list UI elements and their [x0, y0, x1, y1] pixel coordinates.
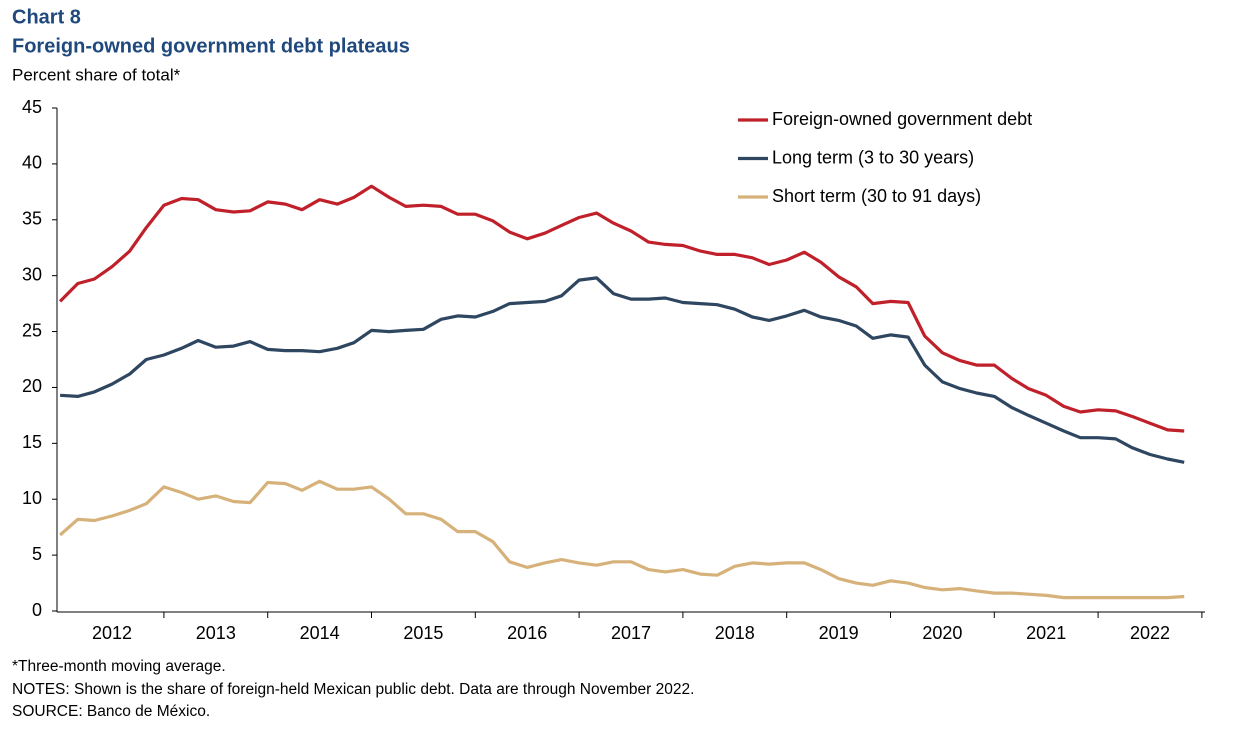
legend-label: Foreign-owned government debt — [772, 109, 1032, 129]
footnote: SOURCE: Banco de México. — [12, 703, 210, 720]
y-tick-label: 40 — [22, 153, 42, 173]
y-tick-label: 5 — [32, 544, 42, 564]
y-tick-label: 0 — [32, 600, 42, 620]
y-tick-label: 25 — [22, 320, 42, 340]
x-tick-label: 2013 — [196, 623, 236, 643]
x-tick-label: 2016 — [507, 623, 547, 643]
y-axis-label: Percent share of total* — [12, 65, 181, 84]
y-tick-label: 15 — [22, 432, 42, 452]
chart-subtitle: Foreign-owned government debt plateaus — [12, 35, 410, 57]
y-tick-label: 35 — [22, 209, 42, 229]
x-tick-label: 2022 — [1130, 623, 1170, 643]
x-tick-label: 2020 — [922, 623, 962, 643]
y-tick-label: 30 — [22, 264, 42, 284]
y-tick-label: 45 — [22, 97, 42, 117]
x-tick-label: 2015 — [403, 623, 443, 643]
x-tick-label: 2018 — [715, 623, 755, 643]
line-series — [59, 479, 1185, 600]
y-tick-label: 20 — [22, 376, 42, 396]
x-tick-label: 2021 — [1026, 623, 1066, 643]
x-tick-label: 2012 — [92, 623, 132, 643]
x-tick-label: 2019 — [819, 623, 859, 643]
line-series — [58, 184, 1185, 433]
footnote: *Three-month moving average. — [12, 658, 226, 675]
legend-label: Short term (30 to 91 days) — [772, 186, 981, 206]
line-series — [60, 276, 1185, 464]
footnote: NOTES: Shown is the share of foreign-hel… — [12, 681, 694, 698]
x-tick-label: 2014 — [300, 623, 340, 643]
chart-title: Chart 8 — [12, 6, 81, 28]
x-tick-label: 2017 — [611, 623, 651, 643]
legend-label: Long term (3 to 30 years) — [772, 147, 974, 167]
y-tick-label: 10 — [22, 488, 42, 508]
